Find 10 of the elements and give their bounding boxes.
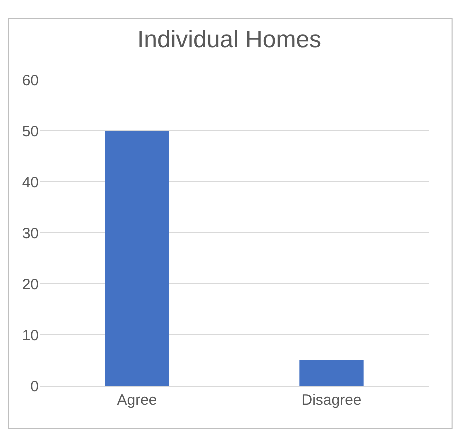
x-tick-label: Disagree bbox=[302, 392, 362, 409]
y-tick-label: 0 bbox=[30, 378, 39, 396]
y-tick-label: 30 bbox=[22, 225, 39, 242]
y-tick-label: 50 bbox=[22, 123, 39, 140]
y-tick-label: 10 bbox=[22, 327, 39, 344]
y-tick-label: 20 bbox=[22, 276, 39, 294]
y-tick-label: 60 bbox=[22, 72, 39, 90]
chart-title: Individual Homes bbox=[137, 26, 322, 54]
y-tick-label: 40 bbox=[22, 174, 39, 192]
x-tick-label: Agree bbox=[117, 392, 158, 409]
